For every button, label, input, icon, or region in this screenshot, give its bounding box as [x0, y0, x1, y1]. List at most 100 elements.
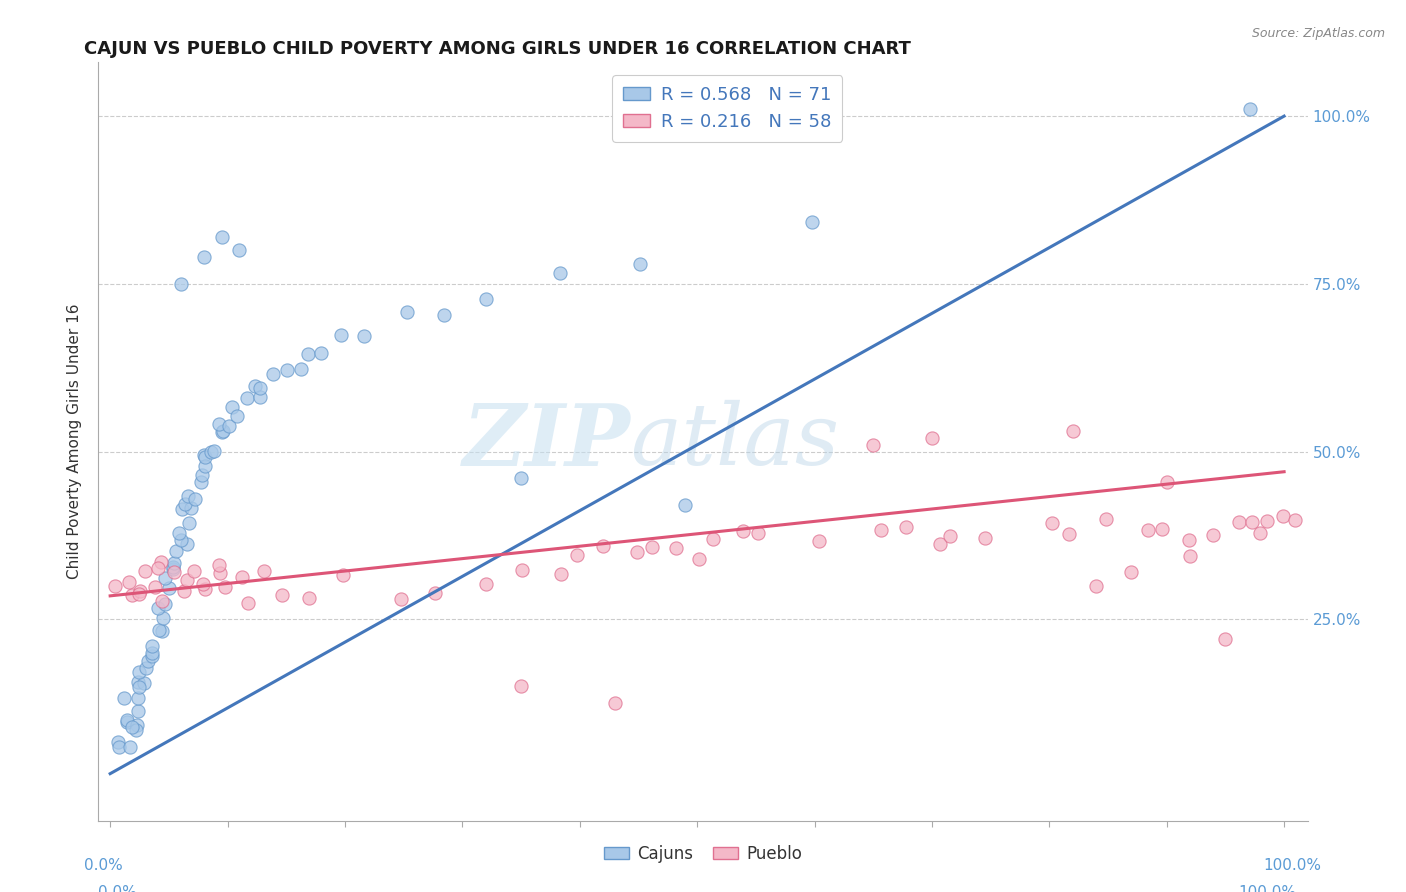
Point	[208, 558, 231, 573]
Point	[128, 681, 150, 695]
Point	[153, 597, 176, 611]
Point	[1249, 526, 1271, 541]
Point	[200, 444, 222, 458]
Point	[894, 520, 917, 534]
Point	[162, 560, 184, 574]
Point	[176, 573, 198, 587]
Point	[249, 380, 271, 394]
Point	[128, 587, 150, 601]
Point	[104, 579, 127, 593]
Point	[1271, 508, 1294, 523]
Point	[1256, 514, 1278, 528]
Point	[121, 588, 143, 602]
Point	[183, 564, 205, 578]
Point	[807, 534, 830, 549]
Point	[211, 425, 233, 439]
Point	[1152, 522, 1174, 536]
Point	[127, 690, 149, 705]
Point	[276, 363, 298, 377]
Point	[127, 704, 149, 718]
Point	[127, 674, 149, 689]
Point	[1137, 523, 1160, 537]
Point	[330, 328, 353, 343]
Point	[1057, 527, 1080, 541]
Point	[218, 419, 240, 434]
Point	[548, 266, 571, 280]
Point	[510, 680, 533, 694]
Point	[132, 675, 155, 690]
Point	[641, 540, 664, 554]
Point	[163, 556, 186, 570]
Text: 100.0%: 100.0%	[1237, 885, 1296, 892]
Point	[172, 501, 194, 516]
Point	[141, 639, 163, 653]
Point	[208, 417, 231, 431]
Text: 0.0%: 0.0%	[98, 885, 138, 892]
Point	[1241, 515, 1264, 529]
Point	[169, 277, 191, 291]
Point	[128, 584, 150, 599]
Point	[688, 551, 710, 566]
Point	[474, 292, 496, 306]
Point	[702, 532, 724, 546]
Point	[146, 601, 169, 615]
Point	[1121, 566, 1143, 580]
Point	[1180, 549, 1202, 563]
Point	[108, 739, 131, 754]
Point	[1202, 528, 1225, 542]
Point	[221, 400, 243, 414]
Point	[1239, 102, 1261, 116]
Point	[929, 537, 952, 551]
Point	[1040, 516, 1063, 530]
Point	[870, 523, 893, 537]
Point	[128, 665, 150, 680]
Point	[184, 491, 207, 506]
Point	[332, 567, 354, 582]
Point	[191, 467, 214, 482]
Point	[423, 586, 446, 600]
Point	[136, 654, 159, 668]
Point	[298, 591, 321, 606]
Point	[974, 532, 997, 546]
Point	[1062, 425, 1084, 439]
Point	[115, 715, 138, 730]
Point	[193, 577, 215, 591]
Point	[107, 735, 129, 749]
Point	[1215, 632, 1237, 647]
Point	[353, 328, 375, 343]
Point	[141, 648, 163, 663]
Point	[309, 346, 332, 360]
Point	[165, 544, 187, 558]
Text: CAJUN VS PUEBLO CHILD POVERTY AMONG GIRLS UNDER 16 CORRELATION CHART: CAJUN VS PUEBLO CHILD POVERTY AMONG GIRL…	[84, 40, 911, 58]
Point	[243, 379, 266, 393]
Point	[143, 580, 166, 594]
Point	[1227, 515, 1250, 529]
Point	[208, 566, 231, 580]
Point	[626, 545, 648, 559]
Point	[115, 713, 138, 727]
Point	[125, 718, 148, 732]
Point	[1085, 579, 1108, 593]
Point	[112, 691, 135, 706]
Point	[550, 567, 572, 582]
Point	[249, 390, 271, 404]
Point	[150, 555, 173, 569]
Point	[163, 565, 186, 579]
Point	[510, 563, 533, 577]
Point	[146, 561, 169, 575]
Point	[162, 562, 184, 576]
Point	[173, 583, 195, 598]
Point	[190, 475, 212, 489]
Point	[214, 580, 236, 594]
Point	[474, 576, 496, 591]
Point	[174, 497, 197, 511]
Text: 0.0%: 0.0%	[84, 858, 124, 872]
Point	[141, 647, 163, 661]
Point	[152, 594, 174, 608]
Point	[228, 244, 250, 258]
Point	[148, 623, 170, 637]
Point	[193, 448, 215, 462]
Point	[592, 539, 614, 553]
Point	[236, 391, 259, 405]
Legend: Cajuns, Pueblo: Cajuns, Pueblo	[598, 838, 808, 869]
